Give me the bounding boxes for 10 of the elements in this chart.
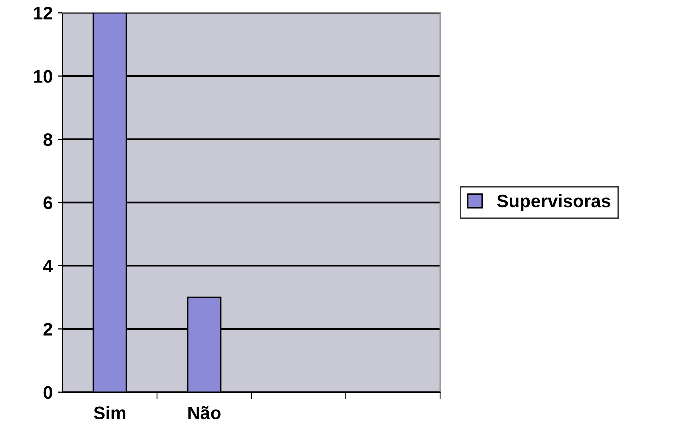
x-tick-label: Sim <box>94 406 126 420</box>
legend-label: Supervisoras <box>497 194 610 212</box>
y-tick-label: 10 <box>34 70 52 84</box>
y-tick-label: 8 <box>44 133 53 146</box>
y-tick-label: 12 <box>34 7 52 20</box>
y-tick-label: 2 <box>44 323 52 336</box>
x-tick-label: Não <box>188 406 221 420</box>
y-tick-label: 4 <box>43 260 54 272</box>
y-tick-label: 0 <box>44 386 52 400</box>
y-tick-label: 6 <box>44 196 53 210</box>
